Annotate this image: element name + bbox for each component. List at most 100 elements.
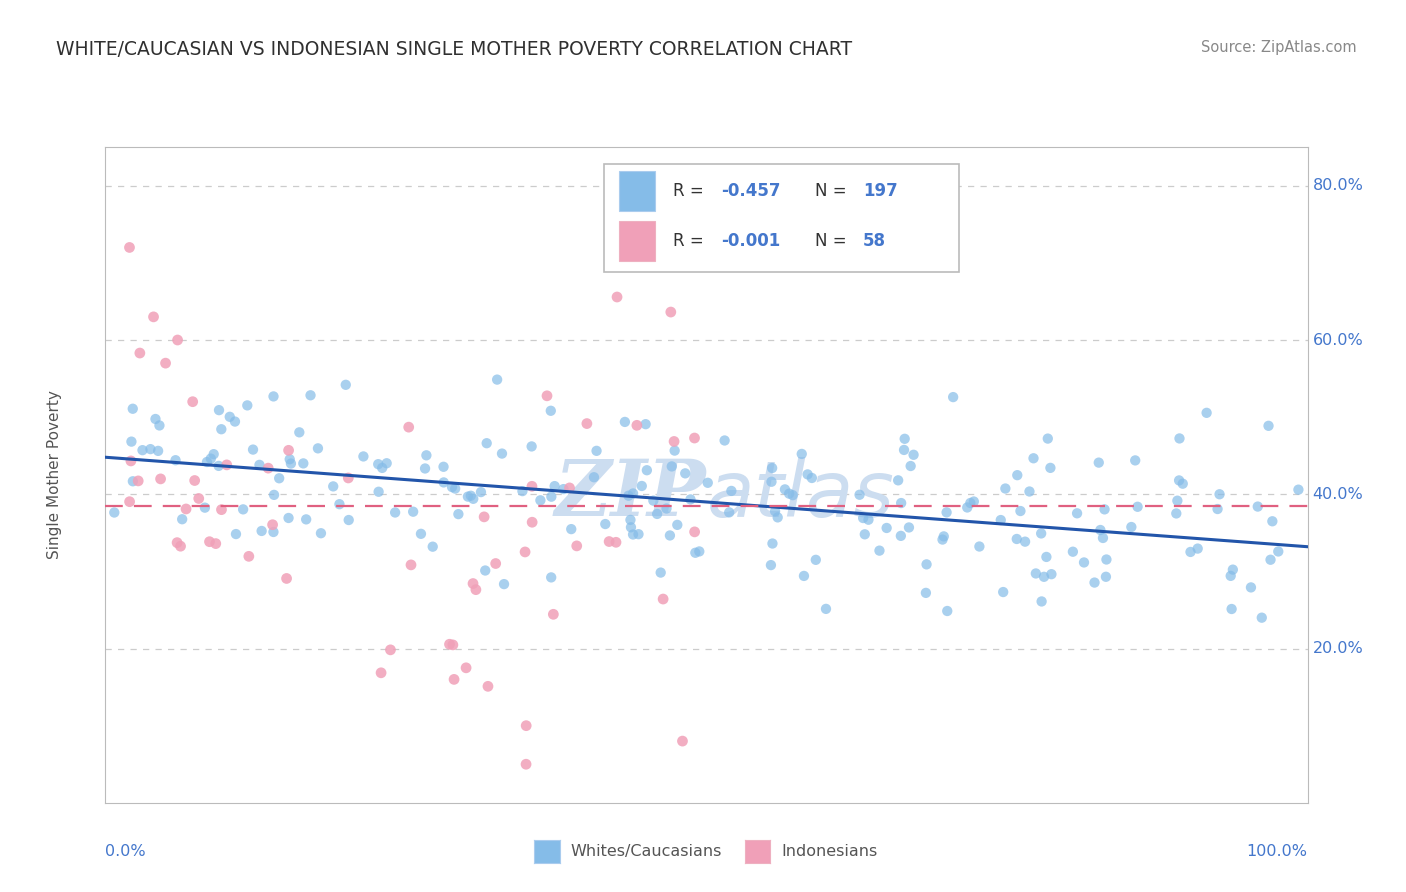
Point [367,457,389,471]
Point [1168,474,1191,488]
Point [464,582,486,597]
Point [195,455,218,469]
Point [461,576,484,591]
Point [337,471,360,485]
Point [443,673,465,687]
Point [814,602,837,616]
Point [793,569,815,583]
Point [513,545,536,559]
Point [512,484,534,499]
Point [1094,502,1116,516]
Point [993,585,1015,599]
Point [931,533,953,547]
Point [558,481,581,495]
Point [120,454,142,468]
Point [515,719,537,733]
Point [942,390,965,404]
Point [352,450,374,464]
Point [249,458,271,472]
Point [643,493,665,508]
Point [932,529,955,543]
Point [292,457,315,471]
Text: R =: R = [673,182,703,200]
Point [804,553,827,567]
Point [848,488,870,502]
Point [1062,545,1084,559]
Point [515,757,537,772]
Point [322,479,344,493]
Point [148,418,170,433]
Text: N =: N = [814,182,846,200]
Point [447,507,470,521]
Point [778,486,800,500]
Point [415,448,437,462]
Point [761,461,783,475]
Point [782,488,804,502]
Point [1036,432,1059,446]
Point [218,409,240,424]
Point [529,493,551,508]
Point [477,679,499,693]
Point [1168,432,1191,446]
Point [630,479,652,493]
Point [1267,544,1289,558]
Point [295,512,318,526]
Point [1095,552,1118,566]
Point [433,475,456,490]
Point [145,412,167,426]
Point [520,515,543,529]
Point [990,513,1012,527]
Point [720,483,742,498]
Point [211,502,233,516]
Point [536,389,558,403]
Point [194,500,217,515]
Point [688,544,710,558]
Point [370,665,392,680]
Point [1010,504,1032,518]
Text: -0.001: -0.001 [721,232,780,250]
Point [627,527,650,541]
Point [658,528,681,542]
Point [103,506,125,520]
Point [262,524,284,539]
Point [553,482,575,496]
Point [620,520,643,534]
Point [277,443,299,458]
Point [679,492,702,507]
Point [903,448,925,462]
Point [299,388,322,402]
Point [276,571,298,585]
Point [1018,484,1040,499]
Point [619,513,641,527]
Point [280,457,302,471]
Text: N =: N = [814,232,846,250]
Point [956,500,979,515]
Point [858,513,880,527]
Text: Single Mother Poverty: Single Mother Poverty [48,391,62,559]
Point [652,592,675,607]
Point [540,404,562,418]
Point [472,509,495,524]
Text: 80.0%: 80.0% [1312,178,1364,194]
Point [236,398,259,412]
Point [773,483,796,497]
Point [169,539,191,553]
Point [887,473,910,487]
Point [936,604,959,618]
Point [121,475,143,489]
Point [309,526,332,541]
Point [238,549,260,564]
Point [671,734,693,748]
Point [204,536,226,550]
Point [202,447,225,461]
Point [915,586,938,600]
Point [337,513,360,527]
Text: 20.0%: 20.0% [1312,641,1364,656]
Point [994,482,1017,496]
Point [685,546,707,560]
Point [432,459,454,474]
Point [155,356,177,370]
Point [800,471,823,485]
FancyBboxPatch shape [605,163,959,272]
Point [761,536,783,550]
